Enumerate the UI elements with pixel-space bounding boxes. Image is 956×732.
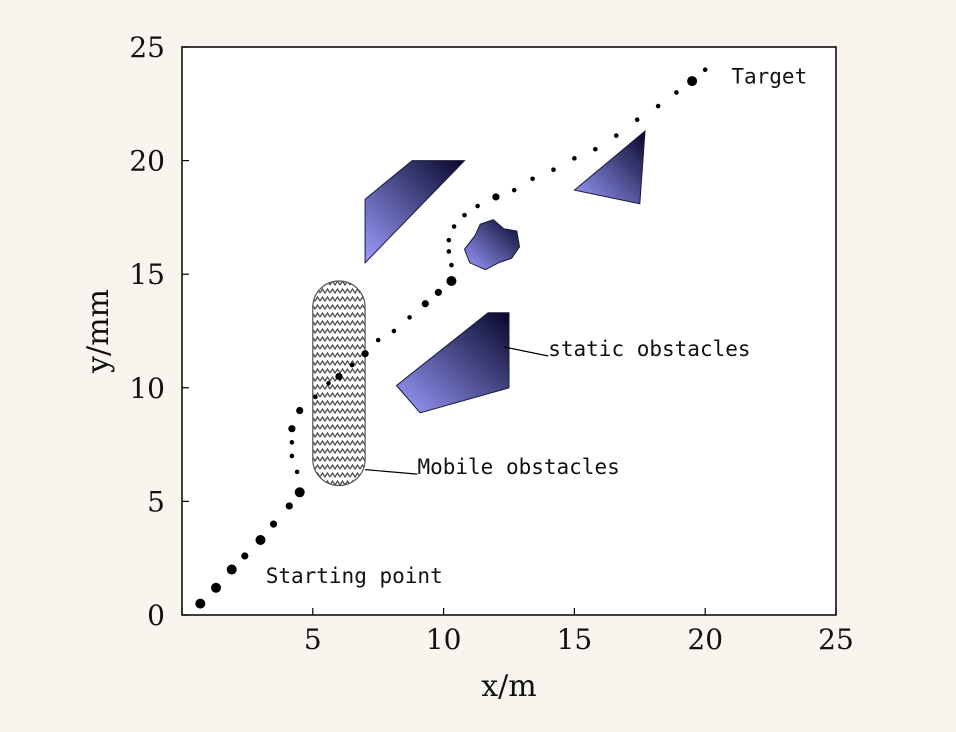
path-point <box>294 469 300 475</box>
path-point <box>226 564 237 575</box>
path-point <box>449 262 454 268</box>
path-point <box>296 406 304 415</box>
static-obstacle <box>364 160 466 265</box>
path-point <box>241 552 249 560</box>
static-obstacle <box>573 129 646 205</box>
x-tick-label: 20 <box>687 623 723 656</box>
path-point <box>492 193 500 201</box>
path-point <box>375 337 381 343</box>
path-point <box>446 237 452 243</box>
path-point <box>294 487 305 498</box>
y-tick-label: 5 <box>147 485 165 518</box>
ticks-layer: 5 10 15 20 25 0 5 10 15 20 25 <box>129 31 853 656</box>
path-point <box>313 394 318 400</box>
path-point <box>475 203 480 209</box>
y-tick-label: 25 <box>129 31 165 64</box>
annotations-layer: Target static obstacles Mobile obstacles St… <box>266 64 808 588</box>
y-tick-label: 10 <box>129 372 165 405</box>
path-point <box>634 117 640 123</box>
path-point <box>446 249 452 254</box>
path-point <box>674 90 679 95</box>
path-point <box>551 167 556 172</box>
static-obstacle <box>463 219 521 271</box>
y-tick-label: 0 <box>147 599 165 632</box>
path-point <box>361 350 369 358</box>
path-point <box>434 288 442 296</box>
path-point <box>613 133 619 138</box>
y-axis-label: y/mm <box>81 289 116 374</box>
path-point <box>269 520 278 528</box>
x-tick-label: 10 <box>426 623 462 656</box>
path-point <box>335 372 343 381</box>
path-point <box>572 156 577 161</box>
path-point <box>288 425 296 433</box>
obstacles-layer <box>312 129 646 487</box>
y-tick-label: 20 <box>129 145 165 178</box>
leader-line-mobile <box>365 468 418 475</box>
path-point <box>407 315 412 320</box>
leader-line-static <box>503 346 549 357</box>
x-tick-label: 15 <box>557 623 593 656</box>
mobile-obstacle <box>312 280 366 487</box>
path-point <box>702 67 708 73</box>
annotation-static: static obstacles <box>548 337 750 361</box>
path-point <box>655 103 661 109</box>
path-point <box>255 535 266 546</box>
path-point <box>421 300 429 308</box>
path-point <box>289 453 295 459</box>
annotation-mobile: Mobile obstacles <box>417 455 619 479</box>
annotation-start: Starting point <box>266 564 443 588</box>
path-point <box>687 76 698 87</box>
path-point <box>211 582 222 593</box>
x-axis-label: x/m <box>481 669 536 704</box>
path-layer <box>195 67 708 609</box>
path-point <box>451 224 457 229</box>
annotation-target: Target <box>731 64 807 88</box>
path-point <box>391 328 397 334</box>
x-tick-label: 5 <box>304 623 322 656</box>
path-point <box>285 502 293 510</box>
path-point <box>593 146 598 152</box>
path-point <box>195 598 206 609</box>
path-point <box>462 212 467 218</box>
y-tick-label: 15 <box>129 258 165 291</box>
static-obstacle <box>395 312 510 414</box>
path-point <box>446 276 457 287</box>
path-point <box>349 362 355 368</box>
path-point <box>530 176 535 182</box>
x-tick-label: 25 <box>818 623 854 656</box>
path-point <box>289 440 295 445</box>
path-point <box>326 380 331 386</box>
path-point <box>511 187 517 193</box>
